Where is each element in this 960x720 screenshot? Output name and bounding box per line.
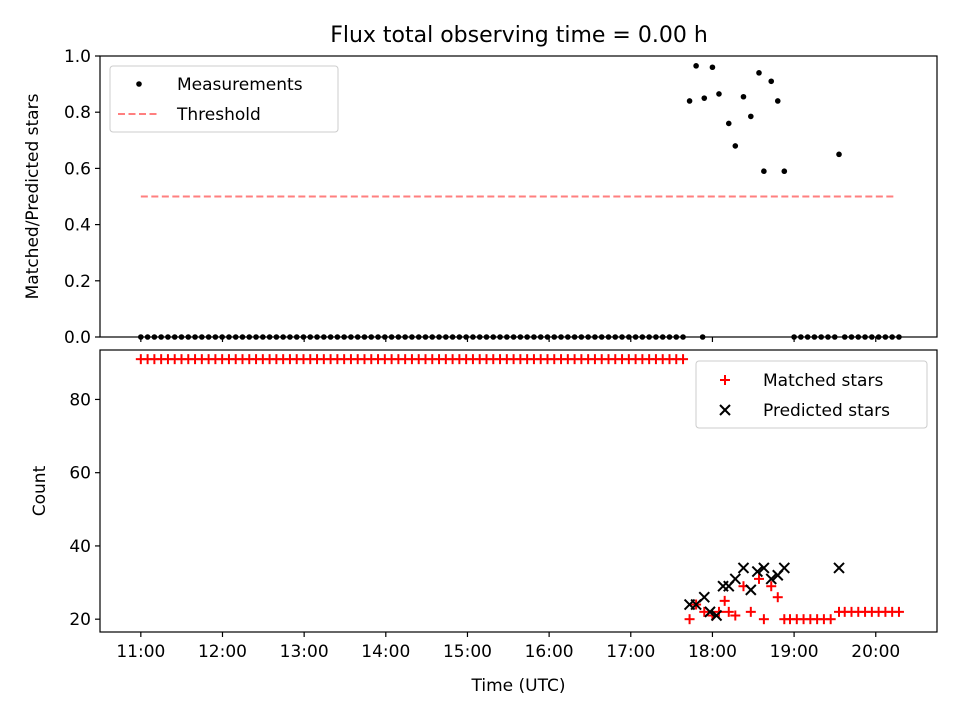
legend: Matched stars Predicted stars bbox=[695, 360, 928, 429]
legend-box bbox=[695, 360, 928, 429]
predicted-marker-b bbox=[710, 609, 723, 622]
predicted-marker-b bbox=[751, 565, 764, 578]
bottom-panel: 20 40 60 80 11:00 12:00 13:00 14:00 15:00 16:00 17… bbox=[30, 349, 938, 696]
legend: Measurements Threshold bbox=[109, 65, 339, 133]
matched-star-marker bbox=[723, 606, 734, 617]
y-tick-label: 60 bbox=[69, 464, 91, 484]
legend-label: Measurements bbox=[177, 75, 303, 95]
y-tick-label: 40 bbox=[69, 537, 91, 557]
axes-frame bbox=[99, 349, 938, 633]
measurement-point bbox=[756, 70, 762, 76]
y-tick-label: 1.0 bbox=[64, 47, 91, 67]
measurement-point bbox=[740, 93, 747, 100]
predicted-marker-b bbox=[765, 573, 777, 585]
predicted-marker-b bbox=[704, 606, 716, 618]
predicted-marker-b bbox=[745, 584, 757, 596]
predicted-marker-b bbox=[778, 562, 791, 574]
measurement-point bbox=[781, 168, 788, 175]
matched-star-marker bbox=[719, 595, 730, 606]
measurement-point bbox=[716, 91, 722, 97]
matched-star-marker bbox=[893, 606, 904, 617]
y-tick-label: 0.0 bbox=[64, 328, 91, 348]
x-tick-label: 13:00 bbox=[280, 642, 329, 662]
y-axis-label: Count bbox=[30, 465, 50, 516]
predicted-marker-b bbox=[833, 562, 845, 574]
measurement-point bbox=[725, 120, 732, 127]
y-tick-label: 20 bbox=[69, 610, 91, 630]
measurement-point bbox=[761, 168, 767, 175]
measurement-point bbox=[732, 143, 739, 149]
y-tick-label: 0.8 bbox=[64, 103, 91, 123]
matched-star-marker bbox=[699, 606, 710, 617]
matched-star-marker bbox=[678, 354, 689, 365]
x-tick-label: 16:00 bbox=[525, 642, 574, 662]
matched-star-marker bbox=[766, 581, 777, 592]
matched-star-marker bbox=[730, 610, 741, 621]
legend-measurement-marker bbox=[136, 81, 142, 87]
x-tick-label: 12:00 bbox=[198, 642, 247, 662]
predicted-star-marker bbox=[704, 606, 716, 618]
predicted-star-marker bbox=[710, 609, 723, 622]
measurement-point bbox=[701, 95, 708, 101]
top-panel: 0.0 0.2 0.4 0.6 0.8 1.0 Matched/Predicted star… bbox=[23, 47, 938, 348]
predicted-star-marker bbox=[833, 562, 845, 574]
figure-title: Flux total observing time = 0.00 h bbox=[330, 23, 708, 48]
x-axis-label: Time (UTC) bbox=[471, 676, 566, 696]
predicted-star-marker bbox=[751, 565, 764, 578]
x-tick-label: 20:00 bbox=[851, 642, 900, 662]
matched-star-marker bbox=[825, 614, 836, 625]
x-tick-label: 11:00 bbox=[116, 642, 165, 662]
predicted-marker-b bbox=[758, 562, 770, 574]
x-tick-label: 17:00 bbox=[606, 642, 655, 662]
legend-label: Predicted stars bbox=[763, 401, 890, 421]
measurement-point bbox=[709, 64, 716, 71]
x-tick-label: 19:00 bbox=[770, 642, 819, 662]
matched-star-marker bbox=[753, 573, 764, 584]
measurement-point bbox=[836, 151, 842, 158]
legend-label: Matched stars bbox=[763, 371, 883, 391]
predicted-star-marker bbox=[765, 573, 777, 585]
measurement-point bbox=[748, 113, 754, 120]
y-tick-label: 0.6 bbox=[64, 159, 91, 179]
legend-predicted-marker-b bbox=[719, 404, 731, 416]
matched-star-marker bbox=[684, 614, 695, 625]
x-tick-label: 14:00 bbox=[361, 642, 410, 662]
legend-box bbox=[109, 65, 339, 133]
predicted-star-marker bbox=[698, 591, 710, 603]
predicted-marker-b bbox=[737, 562, 750, 574]
measurement-point bbox=[774, 98, 781, 104]
x-tick-label: 18:00 bbox=[688, 642, 737, 662]
y-tick-label: 0.4 bbox=[64, 216, 91, 236]
y-axis-label: Matched/Predicted stars bbox=[23, 93, 43, 299]
axes-frame bbox=[99, 55, 938, 338]
predicted-star-marker bbox=[729, 573, 742, 585]
matched-star-marker bbox=[772, 592, 783, 603]
measurement-point bbox=[768, 78, 775, 85]
predicted-star-marker bbox=[745, 584, 757, 596]
predicted-star-marker bbox=[737, 562, 750, 574]
predicted-star-marker bbox=[758, 562, 770, 574]
x-tick-label: 15:00 bbox=[443, 642, 492, 662]
matched-star-marker bbox=[745, 606, 756, 617]
y-tick-label: 80 bbox=[69, 390, 91, 410]
matched-star-marker bbox=[758, 614, 769, 625]
measurement-point bbox=[693, 63, 699, 69]
predicted-star-marker bbox=[778, 562, 791, 574]
measurement-point bbox=[686, 98, 693, 104]
predicted-marker-b bbox=[698, 591, 710, 603]
predicted-marker-b bbox=[729, 573, 742, 585]
legend-label: Threshold bbox=[176, 105, 261, 125]
y-tick-label: 0.2 bbox=[64, 272, 91, 292]
